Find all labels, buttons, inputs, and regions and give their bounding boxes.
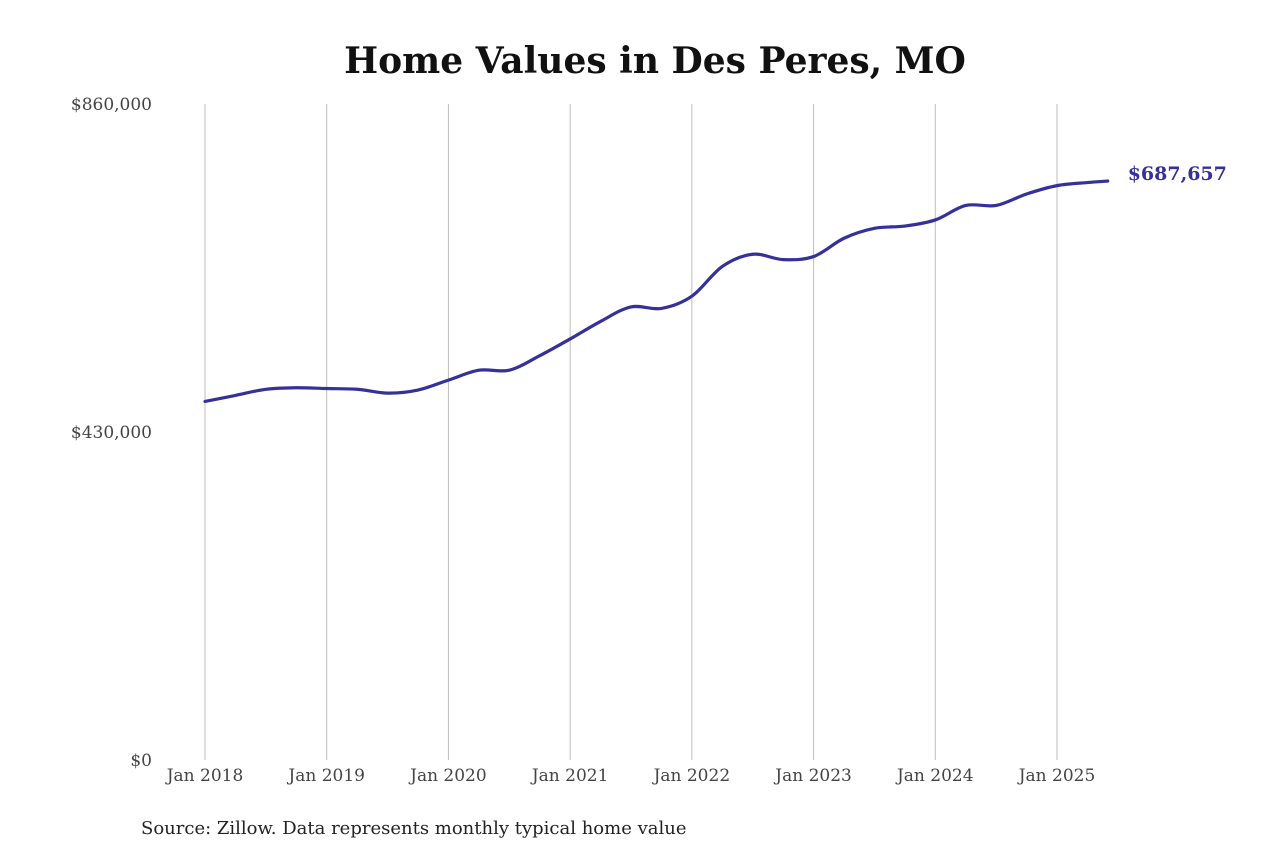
x-tick-label: Jan 2019 (286, 766, 365, 786)
end-value-label: $687,657 (1128, 163, 1227, 185)
y-axis-ticks: $0 $430,000 $860,000 (71, 95, 152, 771)
series (203, 179, 1110, 404)
x-tick-label: Jan 2024 (895, 766, 974, 786)
x-tick-label: Jan 2023 (773, 766, 852, 786)
y-tick-label: $0 (130, 751, 152, 771)
source-note: Source: Zillow. Data represents monthly … (141, 818, 687, 839)
x-tick-label: Jan 2020 (408, 766, 487, 786)
x-tick-label: Jan 2025 (1017, 766, 1096, 786)
y-tick-label: $430,000 (71, 423, 152, 443)
y-tick-label: $860,000 (71, 95, 152, 115)
x-tick-label: Jan 2022 (652, 766, 731, 786)
x-tick-label: Jan 2018 (165, 766, 244, 786)
x-tick-label: Jan 2021 (530, 766, 609, 786)
gridlines (204, 104, 1058, 760)
series-line (203, 179, 1110, 404)
chart-title: Home Values in Des Peres, MO (344, 40, 966, 82)
x-axis-ticks: Jan 2018 Jan 2019 Jan 2020 Jan 2021 Jan 2022… (165, 766, 1096, 786)
